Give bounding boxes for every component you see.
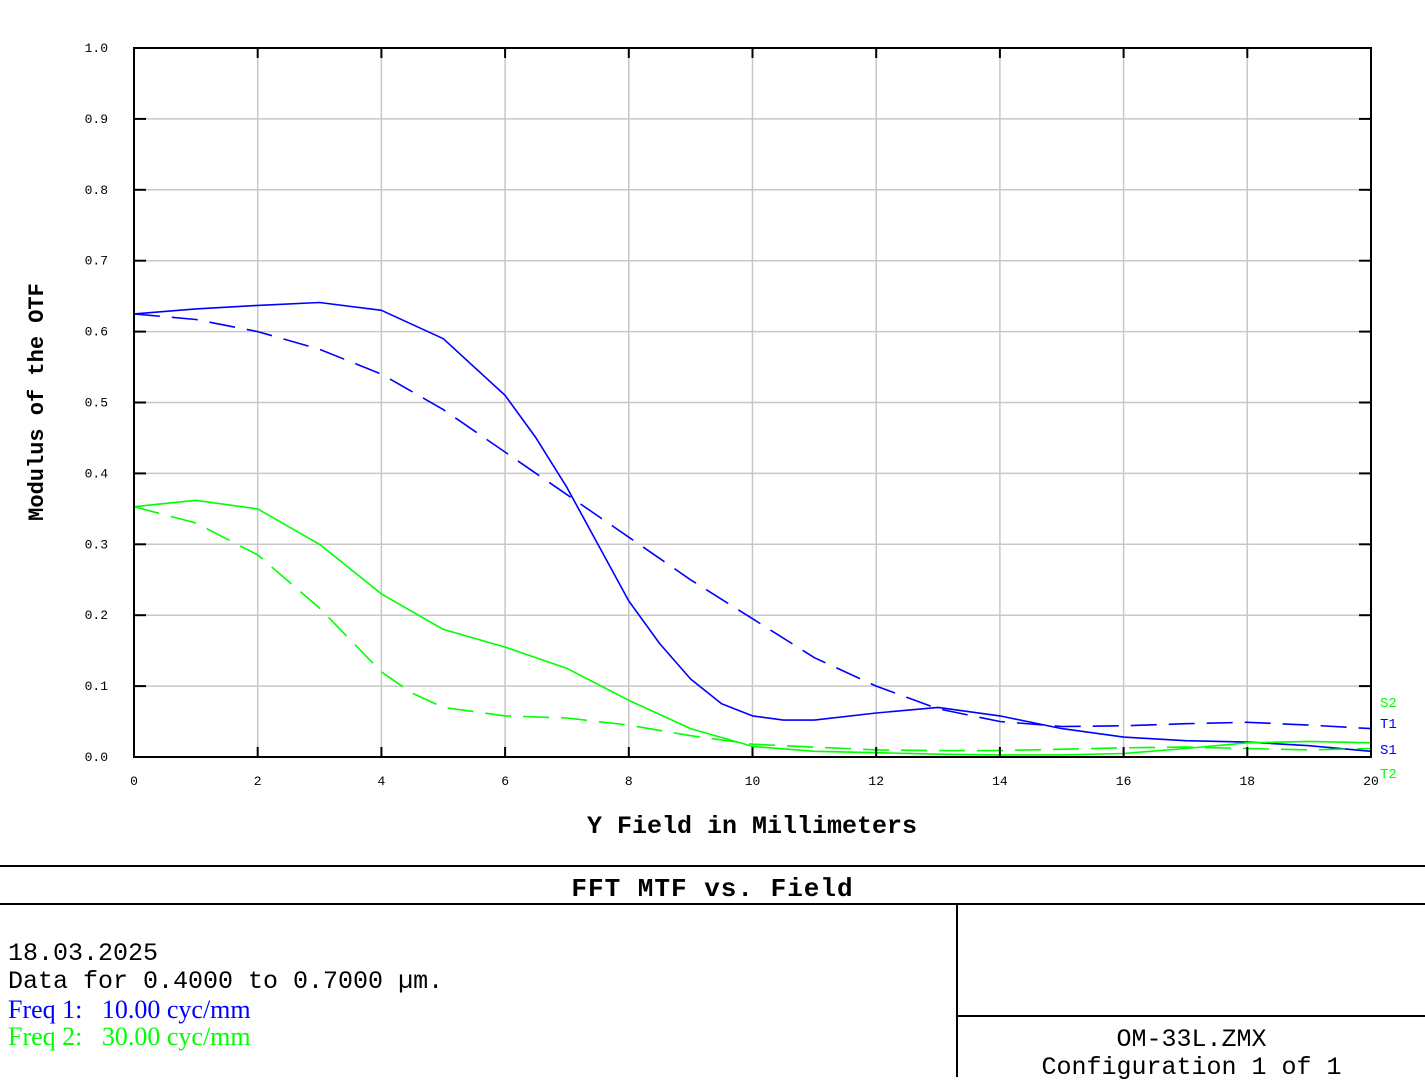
footer-right-rule — [956, 1015, 1425, 1017]
y-tick-label: 0.5 — [85, 396, 108, 411]
legend-label-t2: T2 — [1380, 767, 1397, 783]
legend-label-t1: T1 — [1380, 717, 1397, 733]
x-tick-label: 18 — [1239, 774, 1255, 789]
y-tick-label: 0.1 — [85, 679, 109, 694]
series-line-s1 — [133, 301, 1372, 753]
freq-2-label: Freq 2: 30.00 cyc/mm — [8, 1022, 251, 1051]
footer-divider — [956, 904, 958, 1077]
footer-title-rule — [0, 903, 1425, 905]
footer-title: FFT MTF vs. Field — [571, 874, 854, 904]
wavelength-range: Data for 0.4000 to 0.7000 µm. — [8, 967, 444, 996]
y-tick-label: 0.7 — [85, 254, 108, 269]
y-axis-label: Modulus of the OTF — [25, 283, 50, 521]
axis-ticks: 0 2 4 6 8 10 12 14 16 18 20 0.0 0.1 0.2 0.3 0.4 0.5 0.6 0.… — [85, 41, 1379, 789]
legend: S2 T1 S1 T2 — [1380, 696, 1397, 783]
grid-lines — [134, 48, 1371, 757]
y-tick-label: 0.3 — [85, 537, 108, 552]
x-tick-label: 6 — [501, 774, 509, 789]
y-tick-label: 0.0 — [85, 750, 108, 765]
x-tick-label: 4 — [377, 774, 385, 789]
lens-file-name: OM-33L.ZMX — [1116, 1025, 1267, 1054]
x-tick-label: 14 — [992, 774, 1008, 789]
series-group — [133, 301, 1372, 756]
configuration-label: Configuration 1 of 1 — [1041, 1053, 1342, 1082]
y-tick-label: 0.2 — [85, 608, 108, 623]
legend-label-s2: S2 — [1380, 696, 1397, 712]
x-tick-label: 8 — [625, 774, 633, 789]
x-axis-label: Y Field in Millimeters — [587, 812, 917, 841]
y-tick-label: 0.4 — [85, 466, 109, 481]
series-line-t1 — [133, 313, 1372, 730]
y-tick-label: 0.8 — [85, 183, 108, 198]
y-tick-label: 0.6 — [85, 325, 108, 340]
series-line-t2 — [133, 505, 1372, 752]
x-tick-label: 16 — [1116, 774, 1132, 789]
x-tick-label: 10 — [745, 774, 761, 789]
x-tick-label: 12 — [868, 774, 884, 789]
freq-1-label: Freq 1: 10.00 cyc/mm — [8, 995, 251, 1024]
mtf-chart: 0 2 4 6 8 10 12 14 16 18 20 0.0 0.1 0.2 0.3 0.4 0.5 0.6 0.… — [25, 41, 1397, 841]
file-info: OM-33L.ZMX Configuration 1 of 1 — [958, 1026, 1425, 1082]
legend-label-s1: S1 — [1380, 743, 1397, 759]
footer-info: 18.03.2025 Data for 0.4000 to 0.7000 µm.… — [8, 939, 444, 1051]
footer-top-rule — [0, 865, 1425, 867]
x-tick-label: 0 — [130, 774, 138, 789]
y-tick-label: 0.9 — [85, 112, 108, 127]
y-tick-label: 1.0 — [85, 41, 108, 56]
report-date: 18.03.2025 — [8, 939, 159, 968]
x-tick-label: 2 — [254, 774, 262, 789]
x-tick-label: 20 — [1363, 774, 1379, 789]
series-line-s2 — [133, 499, 1372, 756]
